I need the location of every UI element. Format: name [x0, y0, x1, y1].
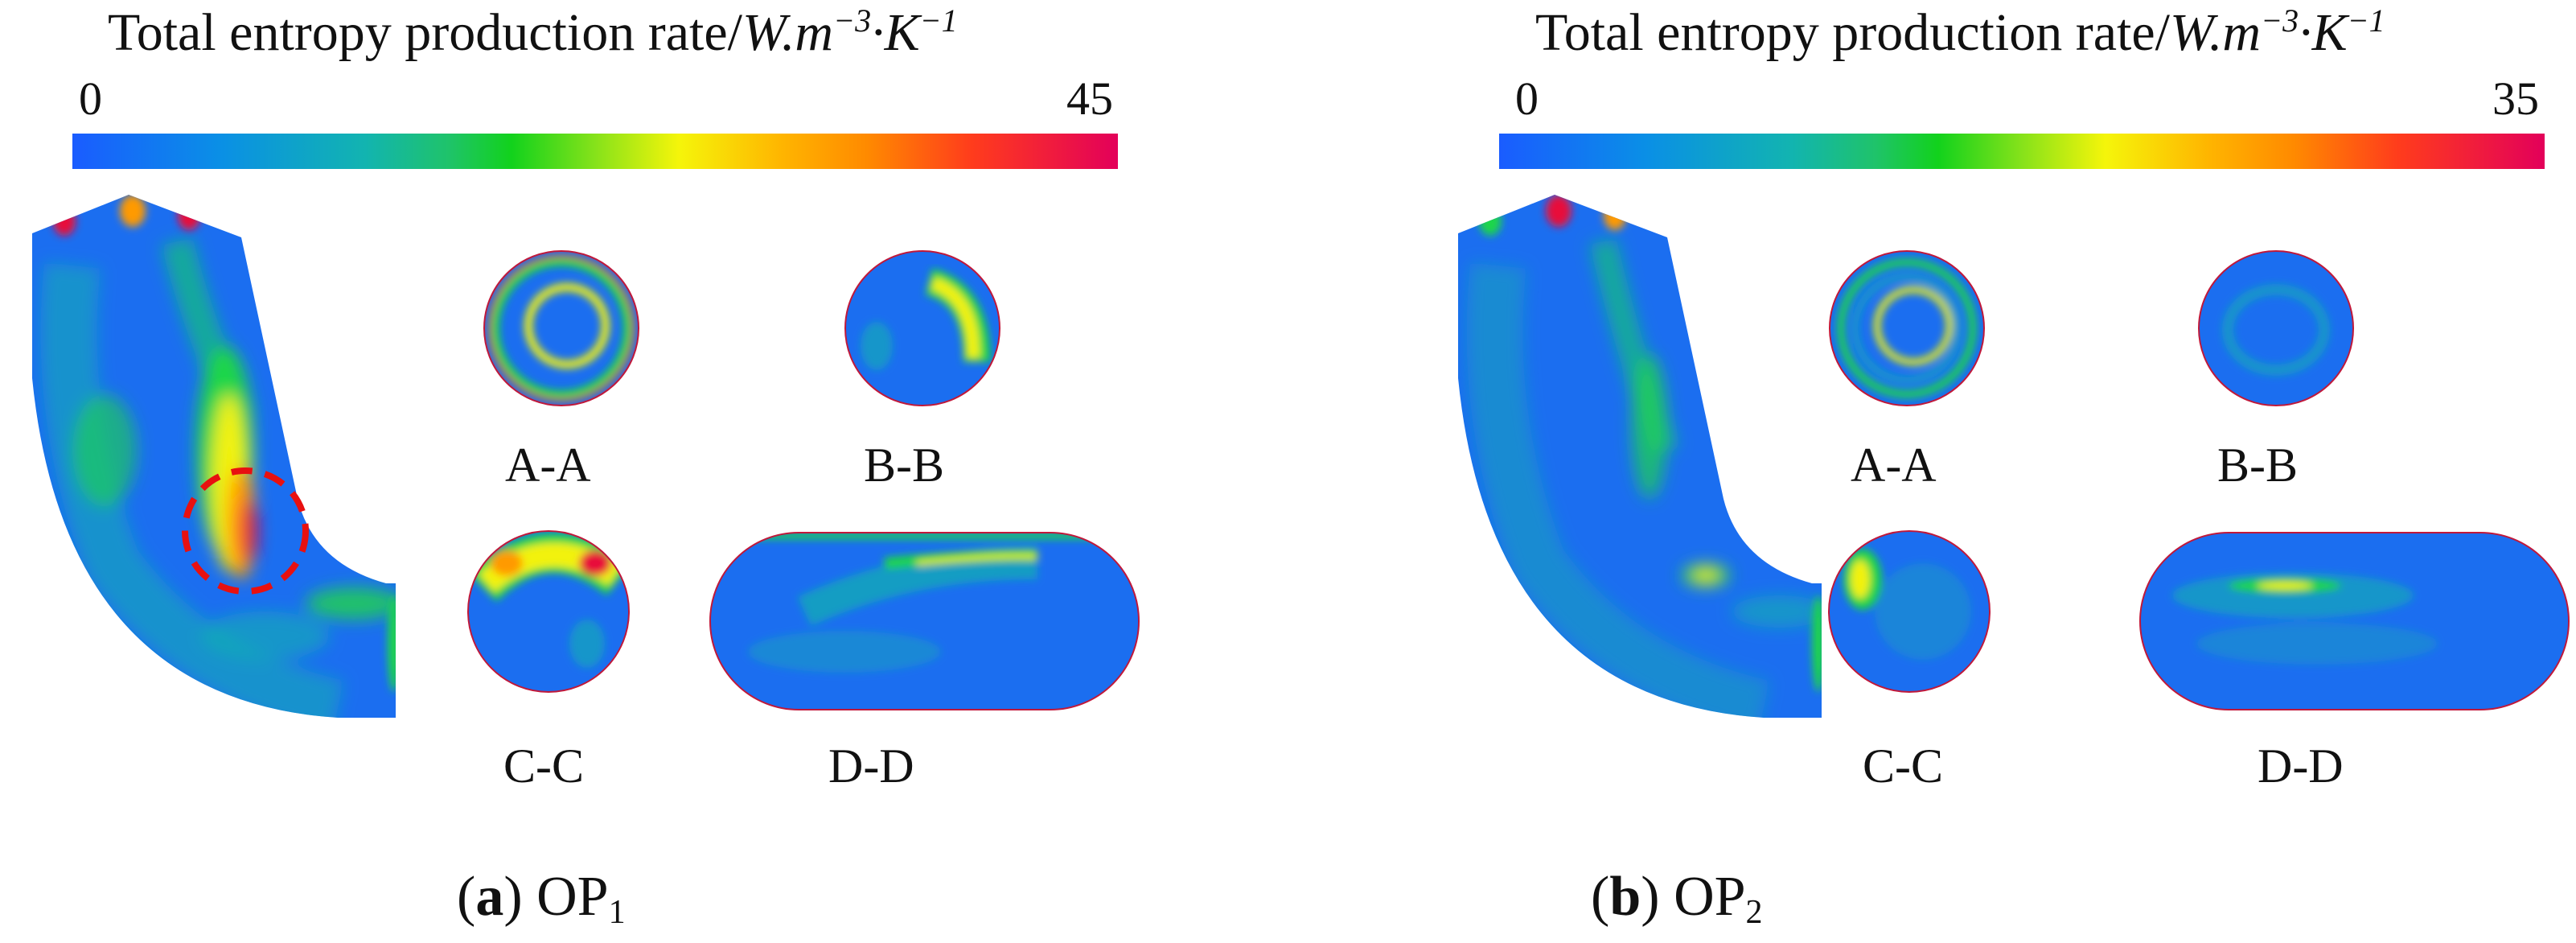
panel-op1: Total entropy production rate/W.m−3·K−1 … [32, 2, 1140, 931]
colorbar-title: Total entropy production rate/W.m−3·K−1 [108, 2, 958, 62]
colorbar [1499, 134, 2545, 169]
colorbar-min-label: 0 [1515, 72, 1539, 125]
section-label-bb: B-B [2217, 439, 2299, 492]
section-bb-contour [845, 251, 1000, 406]
section-label-cc: C-C [1863, 739, 1944, 793]
elbow-contour [1458, 195, 1822, 718]
colorbar-title: Total entropy production rate/W.m−3·K−1 [1535, 2, 2385, 62]
section-label-aa: A-A [505, 439, 591, 492]
section-dd-contour [710, 533, 1139, 710]
elbow-contour [32, 195, 396, 718]
section-bb-contour [2199, 251, 2353, 406]
section-label-cc: C-C [503, 739, 585, 793]
panel-op2: Total entropy production rate/W.m−3·K−1 … [1288, 0, 2576, 943]
section-label-aa: A-A [1851, 439, 1937, 492]
section-label-dd: D-D [828, 739, 914, 793]
colorbar-min-label: 0 [79, 72, 102, 125]
panel-caption: (b) OP2 [1591, 866, 1763, 931]
section-label-dd: D-D [2258, 739, 2344, 793]
section-cc-contour [468, 531, 629, 692]
section-aa-contour [484, 251, 639, 406]
colorbar-max-label: 45 [1066, 72, 1113, 125]
contour-figure [32, 195, 1140, 718]
section-label-bb: B-B [864, 439, 945, 492]
section-cc-contour [1829, 531, 1990, 692]
section-dd-contour [2140, 533, 2569, 710]
highlight-circle [182, 467, 309, 595]
colorbar-max-label: 35 [2492, 72, 2539, 125]
colorbar [72, 134, 1118, 169]
panel-caption: (a) OP1 [457, 866, 626, 931]
contour-figure [1458, 195, 2570, 718]
section-aa-contour [1830, 251, 1984, 406]
